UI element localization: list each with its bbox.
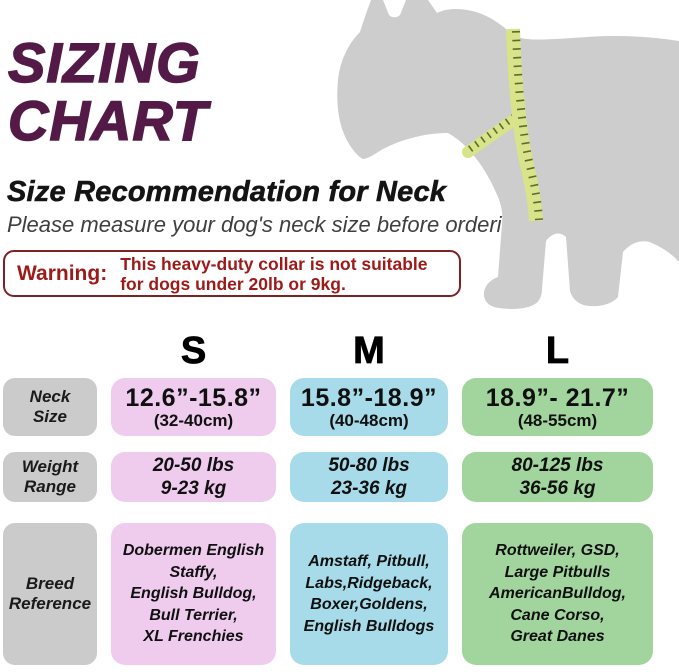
neck-size-cell-l: 18.9”- 21.7” (48-55cm) (462, 378, 653, 436)
weight-range-cell-m: 50-80 lbs 23-36 kg (290, 452, 448, 502)
row-header-weight-range: Weight Range (3, 452, 97, 502)
row-header-breed-reference: Breed Reference (3, 523, 97, 665)
neck-size-s-inches: 12.6”-15.8” (125, 383, 262, 412)
breed-reference-l-value: Rottweiler, GSD, Large Pitbulls American… (489, 542, 626, 646)
neck-size-s-cm: (32-40cm) (153, 410, 234, 430)
weight-range-s-value: 20-50 lbs 9-23 kg (152, 455, 235, 499)
neck-size-row: Neck Size 12.6”-15.8” (32-40cm) 15.8”-18… (3, 378, 655, 436)
warning-label: Warning: (17, 261, 108, 285)
neck-size-m-inches: 15.8”-18.9” (300, 383, 438, 412)
column-header-s: S (180, 329, 207, 372)
page-title-line1: SIZING (7, 31, 201, 94)
weight-range-cell-s: 20-50 lbs 9-23 kg (111, 452, 276, 502)
size-column-headers: S M L (3, 328, 655, 374)
neck-size-l-inches: 18.9”- 21.7” (485, 383, 630, 412)
weight-range-m-value: 50-80 lbs 23-36 kg (328, 455, 410, 499)
measuring-tape-diagonal (462, 113, 521, 158)
page-subtitle: Size Recommendation for Neck (7, 176, 447, 209)
neck-size-cell-s: 12.6”-15.8” (32-40cm) (111, 378, 276, 436)
breed-reference-cell-m: Amstaff, Pitbull, Labs,Ridgeback, Boxer,… (290, 523, 448, 665)
warning-message: This heavy-duty collar is not suitable f… (120, 253, 428, 294)
page-title-line2: CHART (7, 89, 208, 152)
breed-reference-row: Breed Reference Dobermen English Staffy,… (3, 523, 655, 665)
neck-size-m-cm: (40-48cm) (329, 410, 409, 430)
weight-range-l-value: 80-125 lbs 36-56 kg (511, 455, 604, 499)
measure-note: Please measure your dog's neck size befo… (7, 212, 527, 237)
warning-box: Warning: This heavy-duty collar is not s… (3, 250, 461, 297)
dog-body-shape (337, 0, 679, 309)
breed-reference-cell-l: Rottweiler, GSD, Large Pitbulls American… (462, 523, 653, 665)
breed-reference-s-value: Dobermen English Staffy, English Bulldog… (122, 542, 265, 646)
dog-silhouette-illustration (337, 0, 679, 309)
neck-size-l-cm: (48-55cm) (517, 410, 598, 430)
column-header-m: M (353, 329, 385, 372)
size-chart-table: S M L Neck Size 12.6”-15.8” (32-40cm) 15… (3, 328, 655, 665)
measuring-tape-diagonal-ticks (467, 114, 517, 152)
neck-size-cell-m: 15.8”-18.9” (40-48cm) (290, 378, 448, 436)
breed-reference-m-value: Amstaff, Pitbull, Labs,Ridgeback, Boxer,… (303, 553, 435, 635)
column-header-l: L (545, 329, 570, 372)
measuring-tape-vertical (506, 28, 543, 222)
weight-range-cell-l: 80-125 lbs 36-56 kg (462, 452, 653, 502)
page-title: SIZING CHART (7, 31, 208, 152)
row-header-neck-size: Neck Size (3, 378, 97, 436)
breed-reference-cell-s: Dobermen English Staffy, English Bulldog… (111, 523, 276, 665)
weight-range-row: Weight Range 20-50 lbs 9-23 kg 50-80 lbs… (3, 452, 655, 502)
